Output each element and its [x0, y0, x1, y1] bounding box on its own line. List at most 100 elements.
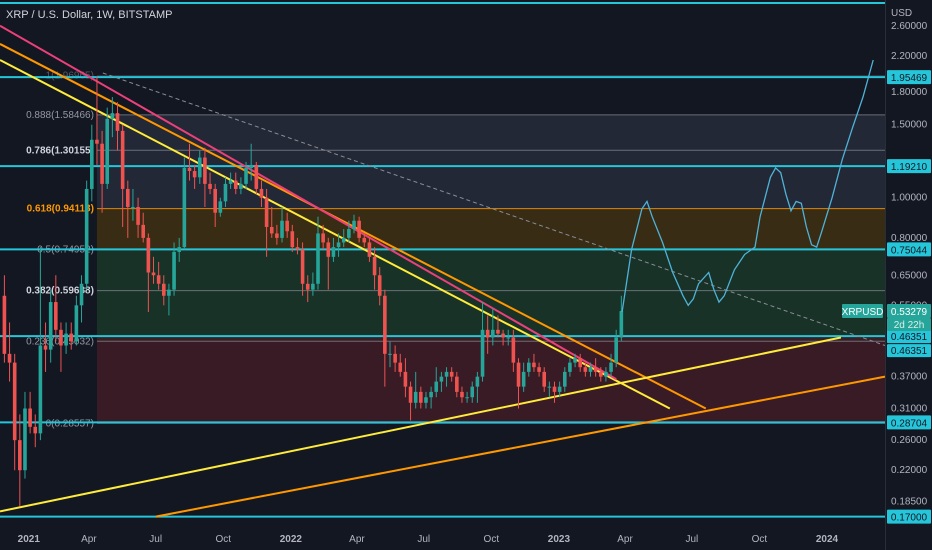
symbol-badge: XRPUSD — [842, 307, 884, 318]
currency-label: USD — [891, 8, 912, 19]
candle — [362, 237, 367, 243]
candle — [537, 367, 541, 372]
candle — [244, 167, 248, 184]
candle — [413, 391, 418, 403]
candle — [115, 113, 120, 131]
candle — [264, 197, 269, 227]
candle — [151, 272, 156, 276]
candle — [321, 233, 325, 243]
bar-countdown-badge: 2d 22h — [894, 320, 925, 331]
trendline-ascending-orange[interactable] — [155, 375, 886, 518]
candle — [444, 371, 449, 377]
candle — [12, 362, 17, 441]
candle — [449, 371, 454, 377]
candle — [480, 329, 485, 377]
projection-path[interactable] — [621, 59, 874, 313]
candle — [208, 183, 212, 189]
candle — [311, 283, 315, 290]
candle — [393, 353, 397, 363]
candle — [460, 391, 464, 398]
candle — [187, 167, 192, 172]
time-axis-label: Jul — [149, 534, 162, 545]
candle — [485, 329, 490, 338]
time-axis-label: 2024 — [816, 534, 839, 545]
candle — [347, 229, 351, 238]
candle — [372, 256, 377, 276]
candle — [95, 139, 99, 144]
level-price-badge-bg[interactable] — [887, 242, 931, 257]
candle — [285, 220, 289, 232]
trendline-ascending-yellow[interactable] — [0, 336, 842, 513]
candle — [33, 426, 38, 434]
level-price-badge-bg[interactable] — [887, 70, 931, 85]
candle — [419, 391, 423, 403]
trendline-descending-dashed[interactable] — [102, 72, 886, 346]
candle — [511, 337, 516, 363]
candle — [84, 188, 89, 284]
candle — [69, 333, 74, 342]
candle — [388, 353, 392, 355]
price-axis-tick: 0.80000 — [891, 233, 928, 244]
candle — [383, 295, 387, 354]
candle — [424, 397, 428, 403]
level-price-badge-bg[interactable] — [887, 509, 931, 524]
time-axis-label: Jul — [417, 534, 430, 545]
candle — [501, 333, 505, 338]
candle — [341, 237, 346, 243]
candle — [74, 305, 79, 342]
candle — [156, 275, 161, 284]
candle — [475, 376, 480, 387]
candle — [7, 353, 12, 363]
candle — [496, 329, 500, 334]
candle — [331, 247, 336, 257]
current-price-badge: 0.53279 — [891, 307, 928, 318]
symbol-badge-bg[interactable] — [842, 304, 883, 319]
level-price-badge-bg[interactable] — [887, 344, 931, 358]
candle — [609, 362, 613, 372]
level-price-badge-bg[interactable] — [887, 159, 931, 174]
candle — [614, 337, 618, 363]
candle — [367, 242, 372, 257]
trendline-descending-pink[interactable] — [0, 24, 617, 380]
candle — [275, 233, 279, 238]
price-axis-tick: 0.37000 — [891, 372, 928, 383]
time-axis-label: 2023 — [548, 534, 571, 545]
bar-countdown-badge-bg[interactable] — [887, 318, 931, 332]
candle — [280, 220, 284, 238]
candle — [352, 220, 356, 230]
time-axis-label: Oct — [215, 534, 231, 545]
price-axis-tick: 0.22000 — [891, 465, 928, 476]
price-axis[interactable] — [886, 0, 932, 550]
candle — [54, 302, 58, 330]
time-axis-label: Apr — [81, 534, 97, 545]
time-axis[interactable] — [0, 522, 885, 550]
current-price-badge-bg[interactable] — [887, 304, 931, 319]
candle — [120, 130, 125, 189]
level-price-badge-bg[interactable] — [887, 329, 931, 344]
candle — [521, 371, 526, 387]
candle — [532, 362, 536, 368]
candle — [141, 224, 146, 238]
price-axis-tick: 0.65000 — [891, 270, 928, 281]
fib-zone-1 — [96, 208, 886, 250]
candle — [2, 295, 7, 354]
candle — [598, 371, 603, 377]
candle — [146, 237, 151, 273]
fib-label: 0.786(1.30155) — [26, 145, 94, 156]
candle — [547, 386, 552, 388]
candle — [526, 362, 531, 372]
price-axis-tick: 1.50000 — [891, 120, 928, 131]
symbol-title[interactable]: XRP / U.S. Dollar, 1W, BITSTAMP — [6, 9, 173, 21]
level-price-badge: 0.17000 — [891, 513, 928, 524]
candle — [48, 302, 53, 350]
candle — [491, 329, 495, 338]
candle — [588, 367, 593, 372]
candle — [439, 376, 444, 382]
candle — [470, 386, 475, 398]
candle — [398, 362, 403, 372]
candle — [239, 183, 243, 189]
price-axis-tick: 1.00000 — [891, 193, 928, 204]
price-axis-tick: 0.31000 — [891, 404, 928, 415]
level-price-badge-bg[interactable] — [887, 415, 931, 430]
